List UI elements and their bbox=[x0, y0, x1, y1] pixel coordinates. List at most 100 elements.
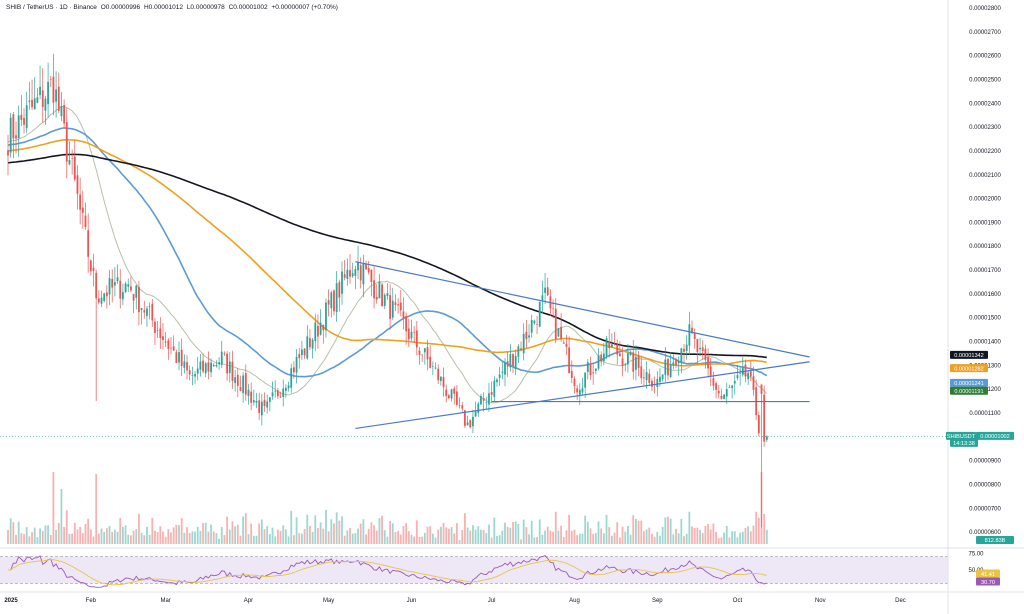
candle[interactable] bbox=[675, 357, 677, 369]
candle[interactable] bbox=[234, 369, 237, 392]
candle[interactable] bbox=[592, 362, 595, 385]
candle[interactable] bbox=[688, 311, 691, 356]
candle[interactable] bbox=[159, 317, 162, 349]
candle[interactable] bbox=[728, 384, 731, 389]
candle[interactable] bbox=[610, 333, 613, 348]
candle[interactable] bbox=[287, 381, 290, 392]
candle[interactable] bbox=[113, 266, 116, 297]
candle[interactable] bbox=[683, 343, 685, 364]
candle[interactable] bbox=[378, 274, 381, 299]
candle[interactable] bbox=[472, 409, 474, 433]
candle[interactable] bbox=[677, 356, 680, 376]
candle[interactable] bbox=[517, 344, 520, 363]
candle[interactable] bbox=[635, 345, 637, 381]
candle[interactable] bbox=[370, 269, 373, 297]
candle[interactable] bbox=[151, 298, 154, 327]
candle[interactable] bbox=[765, 435, 768, 442]
candle[interactable] bbox=[143, 300, 146, 319]
candle[interactable] bbox=[284, 384, 287, 398]
candle[interactable] bbox=[707, 348, 709, 378]
candle[interactable] bbox=[715, 381, 717, 399]
candle[interactable] bbox=[383, 293, 386, 310]
candle[interactable] bbox=[87, 213, 90, 273]
candle[interactable] bbox=[319, 309, 322, 336]
candle[interactable] bbox=[247, 383, 250, 405]
candle[interactable] bbox=[397, 298, 400, 314]
candle[interactable] bbox=[453, 386, 456, 405]
candle[interactable] bbox=[405, 312, 408, 345]
candle[interactable] bbox=[410, 319, 413, 341]
candle[interactable] bbox=[60, 92, 63, 122]
candle[interactable] bbox=[196, 356, 199, 381]
candle[interactable] bbox=[704, 344, 707, 369]
candle[interactable] bbox=[431, 361, 434, 375]
candle[interactable] bbox=[434, 362, 437, 370]
candle[interactable] bbox=[274, 380, 277, 398]
candle[interactable] bbox=[244, 364, 247, 401]
candle[interactable] bbox=[763, 385, 766, 447]
candle[interactable] bbox=[223, 351, 226, 356]
candle[interactable] bbox=[648, 369, 651, 385]
candle[interactable] bbox=[276, 387, 279, 399]
candle[interactable] bbox=[341, 261, 343, 305]
candle[interactable] bbox=[399, 289, 402, 317]
candle[interactable] bbox=[458, 397, 461, 409]
candle[interactable] bbox=[92, 253, 95, 287]
candle[interactable] bbox=[236, 367, 239, 398]
candle[interactable] bbox=[720, 388, 723, 400]
candle[interactable] bbox=[68, 141, 71, 166]
candle[interactable] bbox=[618, 341, 621, 357]
candle[interactable] bbox=[317, 314, 319, 349]
candle[interactable] bbox=[629, 350, 632, 357]
candle[interactable] bbox=[215, 360, 218, 368]
candle[interactable] bbox=[63, 99, 66, 129]
candle[interactable] bbox=[669, 352, 672, 379]
candle[interactable] bbox=[442, 367, 445, 397]
candle[interactable] bbox=[57, 72, 60, 114]
candle[interactable] bbox=[351, 262, 354, 278]
candle[interactable] bbox=[210, 358, 212, 378]
candle[interactable] bbox=[514, 349, 517, 376]
candle[interactable] bbox=[23, 108, 25, 134]
candle[interactable] bbox=[76, 165, 79, 210]
candle[interactable] bbox=[52, 53, 55, 116]
candle[interactable] bbox=[49, 75, 52, 88]
candle[interactable] bbox=[135, 284, 138, 310]
candle[interactable] bbox=[218, 357, 220, 370]
candle[interactable] bbox=[33, 77, 36, 110]
candle[interactable] bbox=[365, 260, 367, 271]
candle[interactable] bbox=[680, 347, 683, 374]
candle[interactable] bbox=[89, 259, 92, 276]
candle[interactable] bbox=[498, 366, 501, 386]
candle[interactable] bbox=[464, 410, 466, 429]
candle[interactable] bbox=[279, 391, 282, 398]
candle[interactable] bbox=[242, 371, 245, 403]
candle[interactable] bbox=[65, 108, 68, 179]
candle[interactable] bbox=[343, 260, 346, 281]
candle[interactable] bbox=[97, 290, 100, 305]
candle[interactable] bbox=[760, 384, 763, 528]
candle[interactable] bbox=[386, 283, 389, 300]
candle[interactable] bbox=[701, 340, 704, 360]
candle[interactable] bbox=[138, 280, 140, 326]
candle[interactable] bbox=[576, 385, 579, 400]
candle[interactable] bbox=[130, 276, 132, 293]
candle[interactable] bbox=[480, 393, 482, 405]
candle[interactable] bbox=[672, 354, 675, 370]
candle[interactable] bbox=[450, 388, 453, 402]
candle[interactable] bbox=[525, 320, 528, 349]
candle[interactable] bbox=[322, 324, 325, 344]
candle[interactable] bbox=[162, 323, 164, 350]
candle[interactable] bbox=[522, 323, 525, 361]
candle[interactable] bbox=[17, 105, 20, 157]
candle[interactable] bbox=[570, 360, 573, 384]
candle[interactable] bbox=[239, 375, 242, 392]
candle[interactable] bbox=[407, 318, 410, 347]
candle[interactable] bbox=[164, 331, 167, 347]
candle[interactable] bbox=[389, 284, 391, 330]
candle[interactable] bbox=[212, 363, 215, 367]
candle[interactable] bbox=[586, 359, 589, 380]
candle[interactable] bbox=[645, 361, 648, 389]
candle[interactable] bbox=[616, 339, 619, 365]
candle[interactable] bbox=[541, 280, 544, 314]
